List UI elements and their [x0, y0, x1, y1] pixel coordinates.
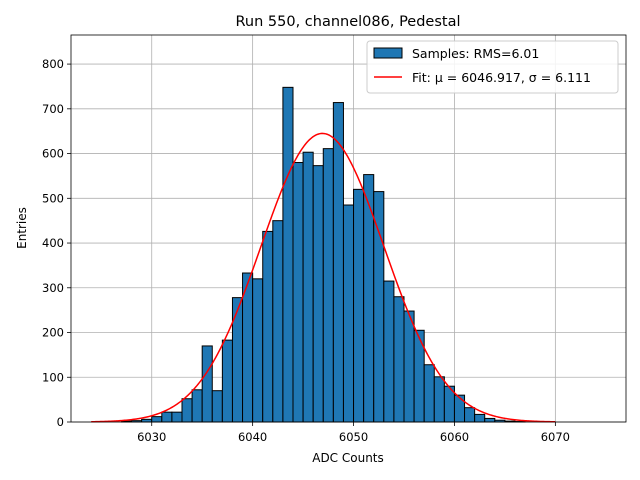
histogram-bar [161, 411, 173, 423]
axes-frame [70, 34, 627, 423]
legend-frame [366, 40, 619, 94]
y-tick-label: 0 [57, 415, 64, 429]
histogram-bar [211, 390, 223, 423]
histogram-bar [332, 102, 344, 423]
chart-title: Run 550, channel086, Pedestal [235, 14, 460, 30]
histogram-bar [141, 418, 153, 423]
histogram-bar [474, 413, 486, 423]
x-tick-label: 6050 [339, 430, 368, 444]
legend-histogram-swatch [373, 47, 403, 59]
legend-entry-samples: Samples: RMS=6.01 [412, 46, 539, 61]
y-tick-label: 700 [42, 102, 64, 116]
y-tick-label: 300 [42, 281, 64, 295]
histogram-bar [312, 165, 324, 423]
histogram-bar [252, 278, 264, 423]
histogram-bar [171, 411, 183, 423]
histogram-bar [191, 389, 203, 423]
gaussian-fit-line [91, 132, 556, 423]
legend: Samples: RMS=6.01 Fit: μ = 6046.917, σ =… [366, 40, 619, 94]
histogram-bar [433, 376, 445, 423]
histogram-bar [221, 339, 233, 423]
y-tick-label: 200 [42, 326, 64, 340]
histogram-bar [423, 364, 435, 423]
histogram-bar [292, 162, 304, 423]
histogram-bar [231, 297, 244, 423]
histogram-bar [403, 310, 415, 423]
histogram-bar [201, 345, 213, 423]
x-axis-label: ADC Counts [312, 451, 384, 465]
histogram-bar [484, 417, 496, 423]
legend-entry-fit: Fit: μ = 6046.917, σ = 6.111 [412, 70, 591, 85]
histogram-bar [393, 296, 405, 423]
histogram-bar [302, 151, 314, 423]
histogram-bar [151, 416, 163, 423]
histogram-bar [272, 220, 284, 423]
x-tick-label: 6030 [137, 430, 166, 444]
histogram-bar [322, 148, 334, 423]
y-tick-label: 800 [42, 57, 64, 71]
histogram-bar [373, 191, 385, 423]
y-tick-label: 600 [42, 147, 64, 161]
histogram-bars [120, 86, 526, 423]
y-axis-label: Entries [15, 207, 29, 249]
histogram-bar [262, 230, 274, 423]
y-tick-label: 100 [42, 370, 64, 384]
fit-curve-group [91, 132, 556, 423]
histogram-bar [342, 204, 355, 423]
histogram-bar [383, 280, 395, 423]
histogram-bar [181, 398, 193, 423]
axis-ticks: 6030 6040 6050 6060 6070 0 100 200 300 400 500 600 7… [42, 57, 570, 444]
histogram-bar [453, 394, 466, 423]
x-tick-label: 6060 [440, 430, 469, 444]
histogram-bar [464, 407, 476, 423]
histogram-bar [282, 86, 294, 423]
histogram-bar [353, 188, 365, 423]
x-tick-label: 6070 [541, 430, 570, 444]
y-tick-label: 400 [42, 236, 64, 250]
y-tick-label: 500 [42, 191, 64, 205]
x-tick-label: 6040 [238, 430, 267, 444]
